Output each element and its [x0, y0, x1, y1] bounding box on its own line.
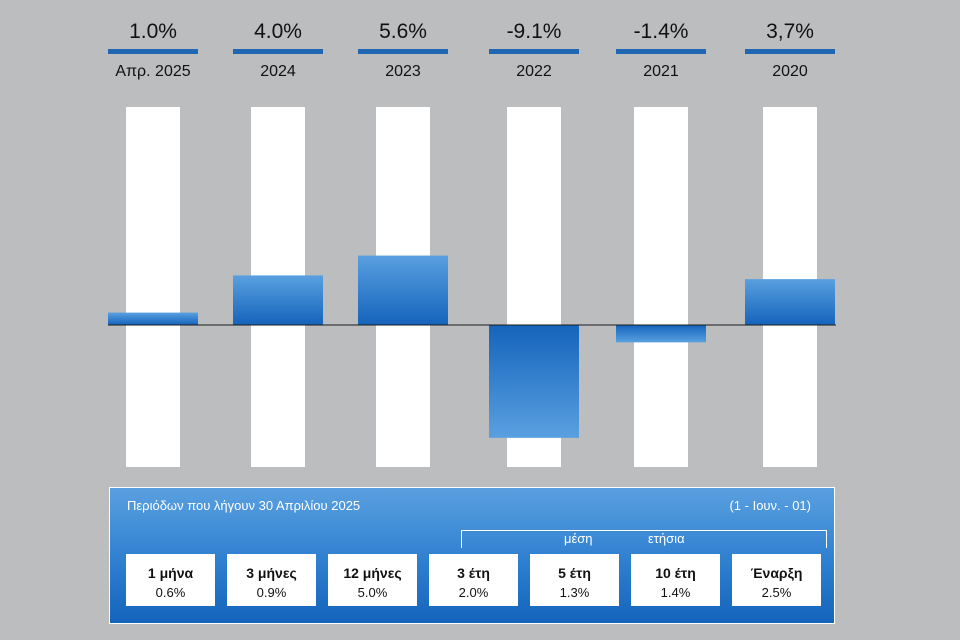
data-label: 3,7% — [766, 20, 814, 43]
bar — [745, 279, 835, 325]
period-label: 12 μήνες — [343, 565, 402, 581]
data-label: 4.0% — [254, 20, 302, 43]
data-label: -9.1% — [506, 20, 562, 43]
period-label: Έναρξη — [750, 565, 803, 581]
period-box: Έναρξη 2.5% — [732, 554, 821, 606]
summary-title: Περιόδων που λήγουν 30 Απριλίου 2025 — [127, 498, 361, 513]
header-rule — [616, 49, 706, 54]
bar — [108, 312, 198, 325]
average-label: μέση — [564, 531, 593, 546]
period-value: 0.6% — [155, 585, 186, 600]
data-label: -1.4% — [633, 20, 689, 43]
period-box: 10 έτη 1.4% — [631, 554, 720, 606]
average-bracket — [461, 530, 827, 548]
summary-note: (1 - Ιουν. - 01) — [729, 498, 811, 513]
header-rule — [233, 49, 323, 54]
bar-track — [634, 107, 688, 467]
period-box: 12 μήνες 5.0% — [328, 554, 417, 606]
period-box: 3 μήνες 0.9% — [227, 554, 316, 606]
period-label: 1 μήνα — [147, 565, 194, 581]
category-label: 2022 — [516, 63, 552, 80]
bar — [233, 275, 323, 325]
period-box: 5 έτη 1.3% — [530, 554, 619, 606]
period-value: 2.0% — [458, 585, 489, 600]
period-label: 10 έτη — [655, 565, 696, 581]
category-label: 2020 — [772, 63, 808, 80]
category-label: 2023 — [385, 63, 421, 80]
data-label: 1.0% — [129, 20, 177, 43]
category-label: Απρ. 2025 — [115, 63, 191, 80]
period-value: 5.0% — [357, 585, 388, 600]
period-label: 3 έτη — [457, 565, 490, 581]
period-value: 0.9% — [256, 585, 287, 600]
period-box: 3 έτη 2.0% — [429, 554, 518, 606]
category-label: 2024 — [260, 63, 296, 80]
bar — [358, 255, 448, 325]
bar-chart — [108, 107, 836, 467]
bar — [489, 325, 579, 438]
header-rule — [489, 49, 579, 54]
header-rule — [745, 49, 835, 54]
period-value: 1.4% — [660, 585, 691, 600]
bar-track — [126, 107, 180, 467]
header-rule — [108, 49, 198, 54]
summary-panel: Περιόδων που λήγουν 30 Απριλίου 2025 (1 … — [109, 487, 835, 624]
bar — [616, 325, 706, 343]
category-label: 2021 — [643, 63, 679, 80]
period-label: 3 μήνες — [246, 565, 297, 581]
period-value: 2.5% — [761, 585, 792, 600]
period-box: 1 μήνα 0.6% — [126, 554, 215, 606]
data-label: 5.6% — [379, 20, 427, 43]
period-label: 5 έτη — [558, 565, 591, 581]
header-rule — [358, 49, 448, 54]
annual-label: ετήσια — [648, 531, 685, 546]
period-value: 1.3% — [559, 585, 590, 600]
